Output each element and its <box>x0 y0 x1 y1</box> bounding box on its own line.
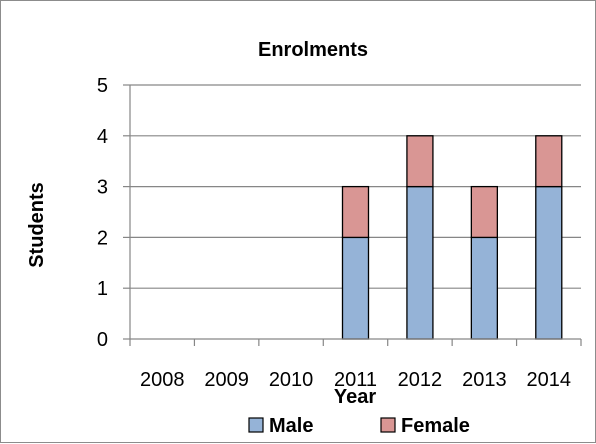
legend-swatch-female <box>380 417 396 433</box>
legend-label-male: Male <box>269 415 313 437</box>
axes <box>123 84 582 346</box>
bars <box>341 135 563 340</box>
chart-title: Enrolments <box>258 39 368 61</box>
bar-female-2014 <box>535 135 563 188</box>
x-tick-labels: 2008 2009 2010 2011 2012 2013 2014 <box>140 369 571 391</box>
legend-swatch-male <box>248 417 264 433</box>
y-tick-label: 2 <box>97 227 108 249</box>
x-tick-label: 2009 <box>204 369 249 391</box>
x-tick-label: 2012 <box>398 369 443 391</box>
bar-male-2013 <box>470 236 499 340</box>
y-tick-labels: 0 1 2 3 4 5 <box>97 75 108 351</box>
legend-label-female: Female <box>401 415 470 437</box>
bar-female-2011 <box>341 185 370 239</box>
x-tick-label: 2014 <box>527 369 572 391</box>
x-axis-title: Year <box>334 386 376 408</box>
bar-male-2014 <box>535 185 563 340</box>
x-tick-label: 2008 <box>140 369 185 391</box>
bar-male-2012 <box>406 185 434 340</box>
y-tick-label: 3 <box>97 177 108 199</box>
y-tick-label: 0 <box>97 329 108 351</box>
bar-male-2011 <box>341 236 370 340</box>
x-tick-label: 2011 <box>334 369 377 391</box>
y-tick-label: 4 <box>97 126 108 148</box>
y-axis-title: Students <box>26 182 48 268</box>
x-tick-label: 2013 <box>462 369 507 391</box>
y-tick-label: 5 <box>97 75 108 97</box>
legend: Male Female <box>248 415 470 437</box>
bar-female-2013 <box>470 185 499 239</box>
y-tick-label: 1 <box>97 278 108 300</box>
x-tick-label: 2010 <box>269 369 314 391</box>
bar-female-2012 <box>406 135 434 188</box>
